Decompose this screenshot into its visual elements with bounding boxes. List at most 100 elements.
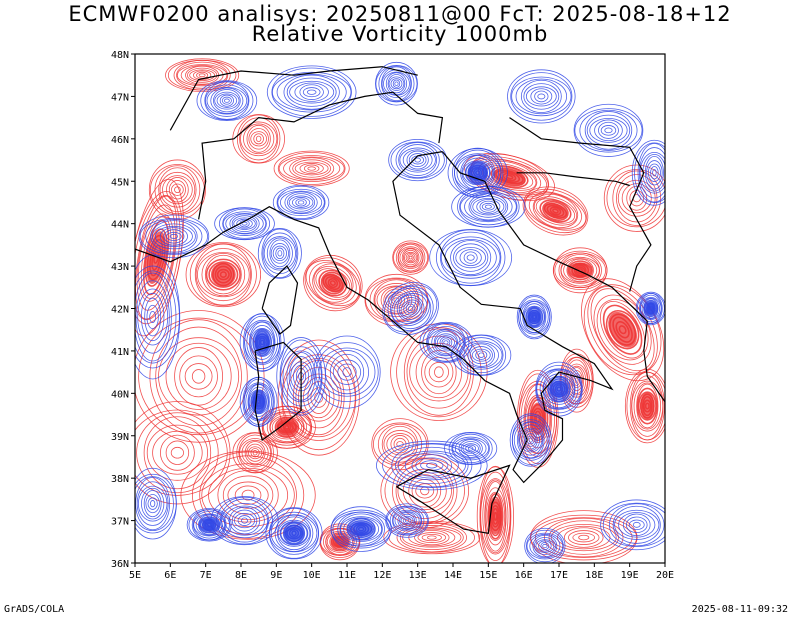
negative-vorticity-cell bbox=[214, 207, 275, 241]
contour-line bbox=[252, 328, 273, 357]
lat-tick-label: 38N bbox=[111, 474, 129, 485]
contour-line bbox=[231, 509, 258, 532]
contour-core bbox=[639, 392, 655, 420]
contour-line bbox=[632, 521, 641, 528]
lat-tick-label: 40N bbox=[111, 389, 129, 400]
contour-line bbox=[522, 301, 547, 333]
contour-line bbox=[390, 78, 403, 90]
negative-vorticity-cell bbox=[375, 440, 488, 491]
contour-line bbox=[277, 339, 360, 456]
contour-line bbox=[135, 476, 174, 532]
contour-line bbox=[195, 514, 223, 536]
contour-line bbox=[605, 310, 640, 350]
contour-line bbox=[199, 517, 219, 532]
contour-line bbox=[538, 540, 552, 552]
contour-line bbox=[135, 409, 228, 496]
contour-line bbox=[309, 261, 357, 305]
contour-line bbox=[194, 243, 252, 306]
contour-line bbox=[579, 109, 638, 151]
contour-line bbox=[273, 150, 350, 187]
contour-line bbox=[614, 509, 660, 540]
contour-line bbox=[179, 355, 218, 398]
contour-line bbox=[399, 525, 464, 551]
contour-line bbox=[641, 297, 661, 320]
contour-line bbox=[431, 329, 461, 356]
contour-line bbox=[644, 301, 658, 316]
contour-line bbox=[448, 432, 493, 465]
contour-line bbox=[602, 502, 665, 547]
contour-line bbox=[257, 227, 302, 279]
contour-line bbox=[403, 301, 418, 316]
negative-vorticity-cell bbox=[239, 376, 278, 427]
contour-line bbox=[467, 343, 495, 367]
contour-line bbox=[241, 439, 269, 466]
contour-line bbox=[426, 462, 438, 469]
contour-line bbox=[403, 328, 474, 416]
contour-line bbox=[408, 474, 442, 508]
contour-line bbox=[524, 191, 587, 231]
contour-line bbox=[279, 521, 309, 546]
contour-line bbox=[450, 240, 492, 276]
contour-line bbox=[243, 382, 274, 422]
lat-tick-label: 47N bbox=[111, 92, 129, 103]
contour-line bbox=[274, 514, 314, 552]
contour-line bbox=[295, 366, 343, 429]
contour-line bbox=[292, 359, 345, 436]
contour-line bbox=[373, 279, 420, 321]
contour-line bbox=[459, 337, 504, 374]
contour-line bbox=[590, 288, 655, 372]
contour-line bbox=[415, 457, 449, 474]
contour-line bbox=[287, 193, 316, 212]
contour-line bbox=[631, 139, 665, 206]
lon-tick-label: 12E bbox=[373, 570, 391, 581]
contour-line bbox=[391, 443, 473, 488]
contour-line bbox=[394, 511, 420, 530]
contour-line bbox=[520, 79, 562, 114]
contour-line bbox=[466, 254, 475, 261]
contour-line bbox=[375, 440, 488, 491]
negative-vorticity-cell bbox=[272, 184, 330, 221]
lat-tick-label: 46N bbox=[111, 135, 129, 146]
contour-line bbox=[403, 251, 418, 264]
negative-vorticity-cell bbox=[451, 334, 512, 376]
contour-line bbox=[283, 74, 340, 110]
contour-line bbox=[291, 197, 311, 208]
contour-line bbox=[462, 160, 494, 186]
contour-line bbox=[533, 537, 556, 555]
contour-line bbox=[348, 520, 375, 539]
contour-line bbox=[382, 282, 439, 335]
contour-line bbox=[540, 542, 550, 551]
negative-vorticity-cell bbox=[600, 499, 665, 551]
contour-line bbox=[435, 229, 506, 286]
lon-tick-label: 15E bbox=[479, 570, 497, 581]
contour-line bbox=[480, 478, 511, 555]
negative-vorticity-cell bbox=[382, 282, 439, 335]
contour-line bbox=[570, 370, 583, 392]
contour-line bbox=[528, 437, 533, 443]
contour-line bbox=[568, 530, 600, 545]
contour-line bbox=[307, 166, 316, 171]
contour-line bbox=[276, 73, 347, 111]
contour-line bbox=[201, 252, 246, 297]
contour-line bbox=[294, 82, 329, 102]
contour-line bbox=[269, 239, 291, 268]
contour-line bbox=[248, 128, 269, 150]
contour-line bbox=[312, 263, 354, 303]
contour-line bbox=[158, 337, 240, 416]
contour-line bbox=[385, 503, 429, 538]
contour-line bbox=[635, 291, 665, 326]
contour-line bbox=[165, 58, 240, 93]
contour-line bbox=[639, 151, 665, 194]
contour-line bbox=[173, 60, 231, 91]
contour-line bbox=[426, 323, 466, 362]
contour-line bbox=[402, 249, 419, 266]
contour-line bbox=[454, 438, 487, 459]
contour-line bbox=[158, 167, 197, 213]
contour-line bbox=[572, 532, 596, 543]
contour-line bbox=[622, 513, 651, 537]
contour-line bbox=[637, 143, 665, 203]
contour-line bbox=[210, 87, 244, 114]
contour-line bbox=[269, 511, 319, 555]
contour-line bbox=[387, 74, 406, 94]
contour-line bbox=[476, 199, 501, 215]
